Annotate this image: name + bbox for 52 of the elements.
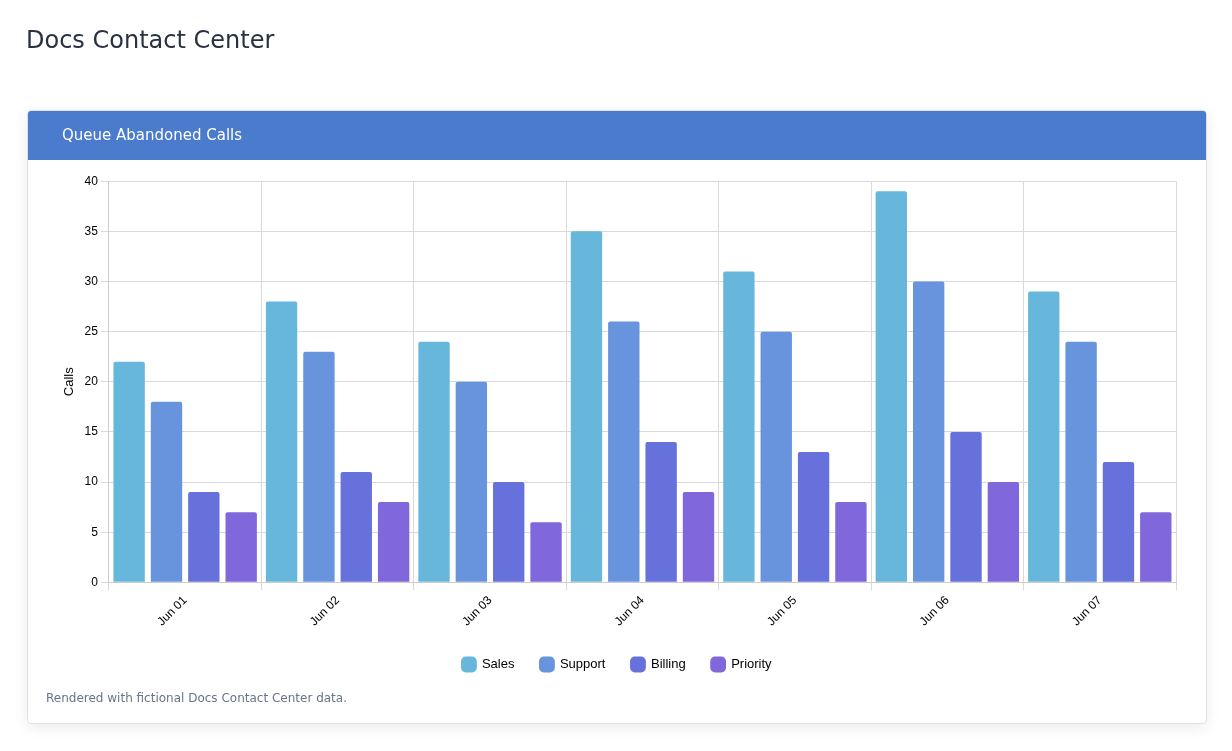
bar: [303, 351, 335, 582]
bar: [377, 502, 410, 582]
y-tick-label: 15: [84, 424, 99, 439]
y-tick-label: 10: [84, 474, 99, 489]
bar: [1102, 462, 1135, 582]
bar: [340, 472, 372, 582]
bar: [835, 502, 867, 582]
x-tick-label: Jun 05: [764, 592, 800, 629]
bar: [265, 301, 298, 582]
legend-label: Priority: [731, 656, 773, 672]
bar: [1065, 341, 1097, 582]
bar: [760, 331, 792, 582]
bar: [150, 401, 183, 582]
bar: [987, 482, 1020, 582]
y-axis-title: Calls: [61, 366, 77, 397]
bar: [530, 522, 562, 582]
bar: [723, 271, 755, 582]
bar: [418, 341, 450, 582]
y-tick-label: 35: [84, 223, 99, 238]
bar: [188, 492, 220, 582]
bar: [570, 231, 603, 582]
y-tick-label: 0: [91, 574, 99, 589]
bar: [682, 492, 715, 582]
x-tick-label: Jun 02: [306, 592, 343, 629]
y-tick-label: 30: [84, 273, 99, 288]
bar: [797, 451, 830, 582]
bar: [113, 361, 145, 582]
chart-subtitle: Queue Abandoned Calls: [28, 111, 1206, 160]
legend-label: Sales: [481, 656, 515, 672]
bar: [608, 321, 640, 582]
bar: [912, 281, 945, 582]
legend-label: Support: [559, 656, 606, 672]
text: Rendered with fictional Docs Contact Center data.: [46, 691, 347, 705]
x-tick-label: Jun 06: [916, 592, 953, 629]
bar: [875, 191, 908, 582]
bar: [493, 482, 525, 582]
y-tick-label: 20: [84, 374, 99, 389]
bar: [645, 441, 677, 582]
y-tick-label: 40: [84, 173, 99, 188]
legend-label: Billing: [650, 656, 686, 672]
bar: [950, 431, 982, 582]
bar: [455, 381, 488, 582]
x-tick-label: Jun 03: [459, 592, 495, 629]
x-tick-label: Jun 07: [1068, 592, 1105, 629]
bar: [1028, 291, 1060, 582]
bar: [1140, 512, 1172, 582]
y-tick-label: 5: [91, 524, 99, 539]
bar: [225, 512, 257, 582]
x-tick-label: Jun 04: [611, 592, 648, 629]
x-tick-label: Jun 01: [154, 592, 190, 629]
chart-title: Docs Contact Center: [26, 26, 275, 54]
y-tick-label: 25: [84, 323, 99, 338]
